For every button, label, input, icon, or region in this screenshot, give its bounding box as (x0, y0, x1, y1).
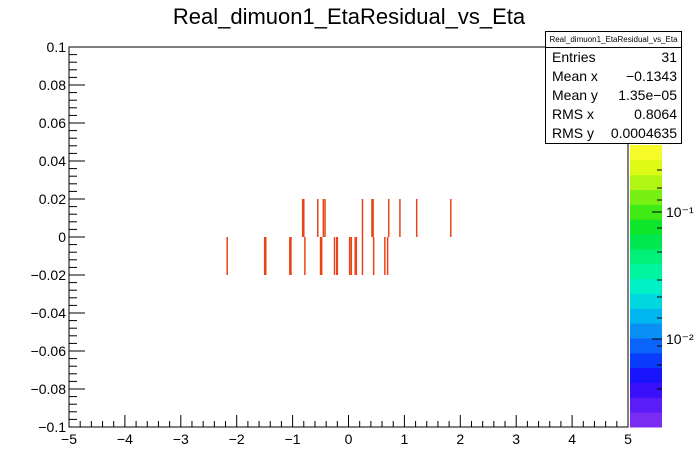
y-tick-label: 0 (58, 229, 66, 245)
colorbar-segment (630, 189, 662, 205)
x-tick-label: 5 (624, 431, 632, 447)
x-tick-label: −3 (173, 431, 189, 447)
data-cell (399, 199, 401, 237)
colorbar-segment (630, 263, 662, 280)
y-tick-label: −0.04 (31, 305, 67, 321)
data-cell (361, 237, 364, 275)
data-cell (415, 199, 418, 237)
data-cell (372, 237, 375, 275)
data-cell (372, 199, 374, 237)
data-cell (450, 199, 452, 237)
colorbar-segment (630, 293, 662, 309)
data-cell (355, 237, 358, 275)
stats-label: Mean y (552, 87, 598, 103)
data-cell (317, 199, 319, 237)
colorbar-segment (630, 308, 662, 324)
stats-row-entries: Entries 31 (546, 48, 681, 67)
stats-row-mean-y: Mean y 1.35e−05 (546, 86, 681, 105)
x-tick-label: 1 (401, 431, 409, 447)
stats-row-mean-x: Mean x −0.1343 (546, 67, 681, 86)
data-cell (304, 237, 306, 275)
x-tick-label: −5 (61, 431, 77, 447)
stats-value: −0.1343 (626, 68, 677, 84)
data-cell (290, 237, 292, 275)
y-tick-label: −0.02 (31, 267, 67, 283)
stats-label: Entries (552, 49, 596, 65)
colorbar-segment (630, 159, 662, 176)
data-cell (361, 199, 364, 237)
data-cell (303, 199, 305, 237)
data-cell (301, 199, 304, 237)
y-tick-label: 0.02 (39, 191, 66, 207)
stats-value: 0.0004635 (610, 125, 677, 141)
data-cell (354, 237, 356, 275)
data-cell (387, 199, 390, 237)
colorbar-segment (630, 382, 662, 398)
data-cell (226, 237, 228, 275)
stats-label: RMS x (552, 106, 594, 122)
data-cell (322, 199, 325, 237)
colorbar-segment (630, 219, 662, 235)
y-tick-label: −0.08 (31, 381, 67, 397)
x-tick-label: −2 (229, 431, 245, 447)
colorbar-segment (630, 234, 662, 250)
colorbar-segment (630, 397, 662, 413)
x-tick-label: −4 (117, 431, 133, 447)
stats-row-rms-y: RMS y 0.0004635 (546, 124, 681, 143)
data-cell (336, 237, 339, 275)
data-cell (263, 237, 266, 275)
stats-value: 31 (661, 49, 677, 65)
data-cell (319, 237, 322, 275)
data-cell (371, 199, 373, 237)
data-cell (348, 237, 351, 275)
stats-value: 0.8064 (634, 106, 677, 122)
y-tick-label: 0.06 (39, 115, 66, 131)
y-tick-label: 0.04 (39, 153, 66, 169)
data-cell (289, 237, 291, 275)
colorbar-segment (630, 337, 662, 354)
data-cell (384, 237, 386, 275)
stats-box: Real_dimuon1_EtaResidual_vs_Eta Entries … (545, 31, 682, 144)
x-tick-label: −1 (285, 431, 301, 447)
colorbar-segment (630, 145, 662, 161)
colorbar-segment (630, 352, 662, 369)
colorbar-segment (630, 323, 662, 339)
x-tick-label: 0 (345, 431, 353, 447)
stats-row-rms-x: RMS x 0.8064 (546, 105, 681, 124)
data-cell (350, 237, 353, 275)
stats-label: RMS y (552, 125, 594, 141)
stats-value: 1.35e−05 (618, 87, 677, 103)
colorbar-segment (630, 278, 662, 294)
x-tick-label: 3 (512, 431, 520, 447)
data-cell (265, 237, 267, 275)
colorbar-segment (630, 412, 662, 428)
stats-title: Real_dimuon1_EtaResidual_vs_Eta (546, 32, 681, 48)
colorbar-segment (630, 367, 662, 383)
colorbar-segment (630, 174, 662, 191)
x-tick-label: 2 (456, 431, 464, 447)
data-cell (320, 237, 323, 275)
colorbar-segment (630, 204, 662, 220)
data-cell (386, 237, 389, 275)
y-tick-label: 0.1 (47, 39, 67, 55)
colorbar-label: 10⁻² (666, 331, 694, 347)
colorbar-label: 10⁻¹ (666, 204, 694, 220)
stats-label: Mean x (552, 68, 598, 84)
y-tick-label: −0.1 (38, 419, 66, 435)
y-tick-label: −0.06 (31, 343, 67, 359)
chart-title: Real_dimuon1_EtaResidual_vs_Eta (172, 4, 526, 29)
data-cell (333, 237, 336, 275)
x-tick-label: 4 (568, 431, 576, 447)
data-cell (324, 199, 326, 237)
y-tick-label: 0.08 (39, 77, 66, 93)
colorbar-segment (630, 248, 662, 265)
